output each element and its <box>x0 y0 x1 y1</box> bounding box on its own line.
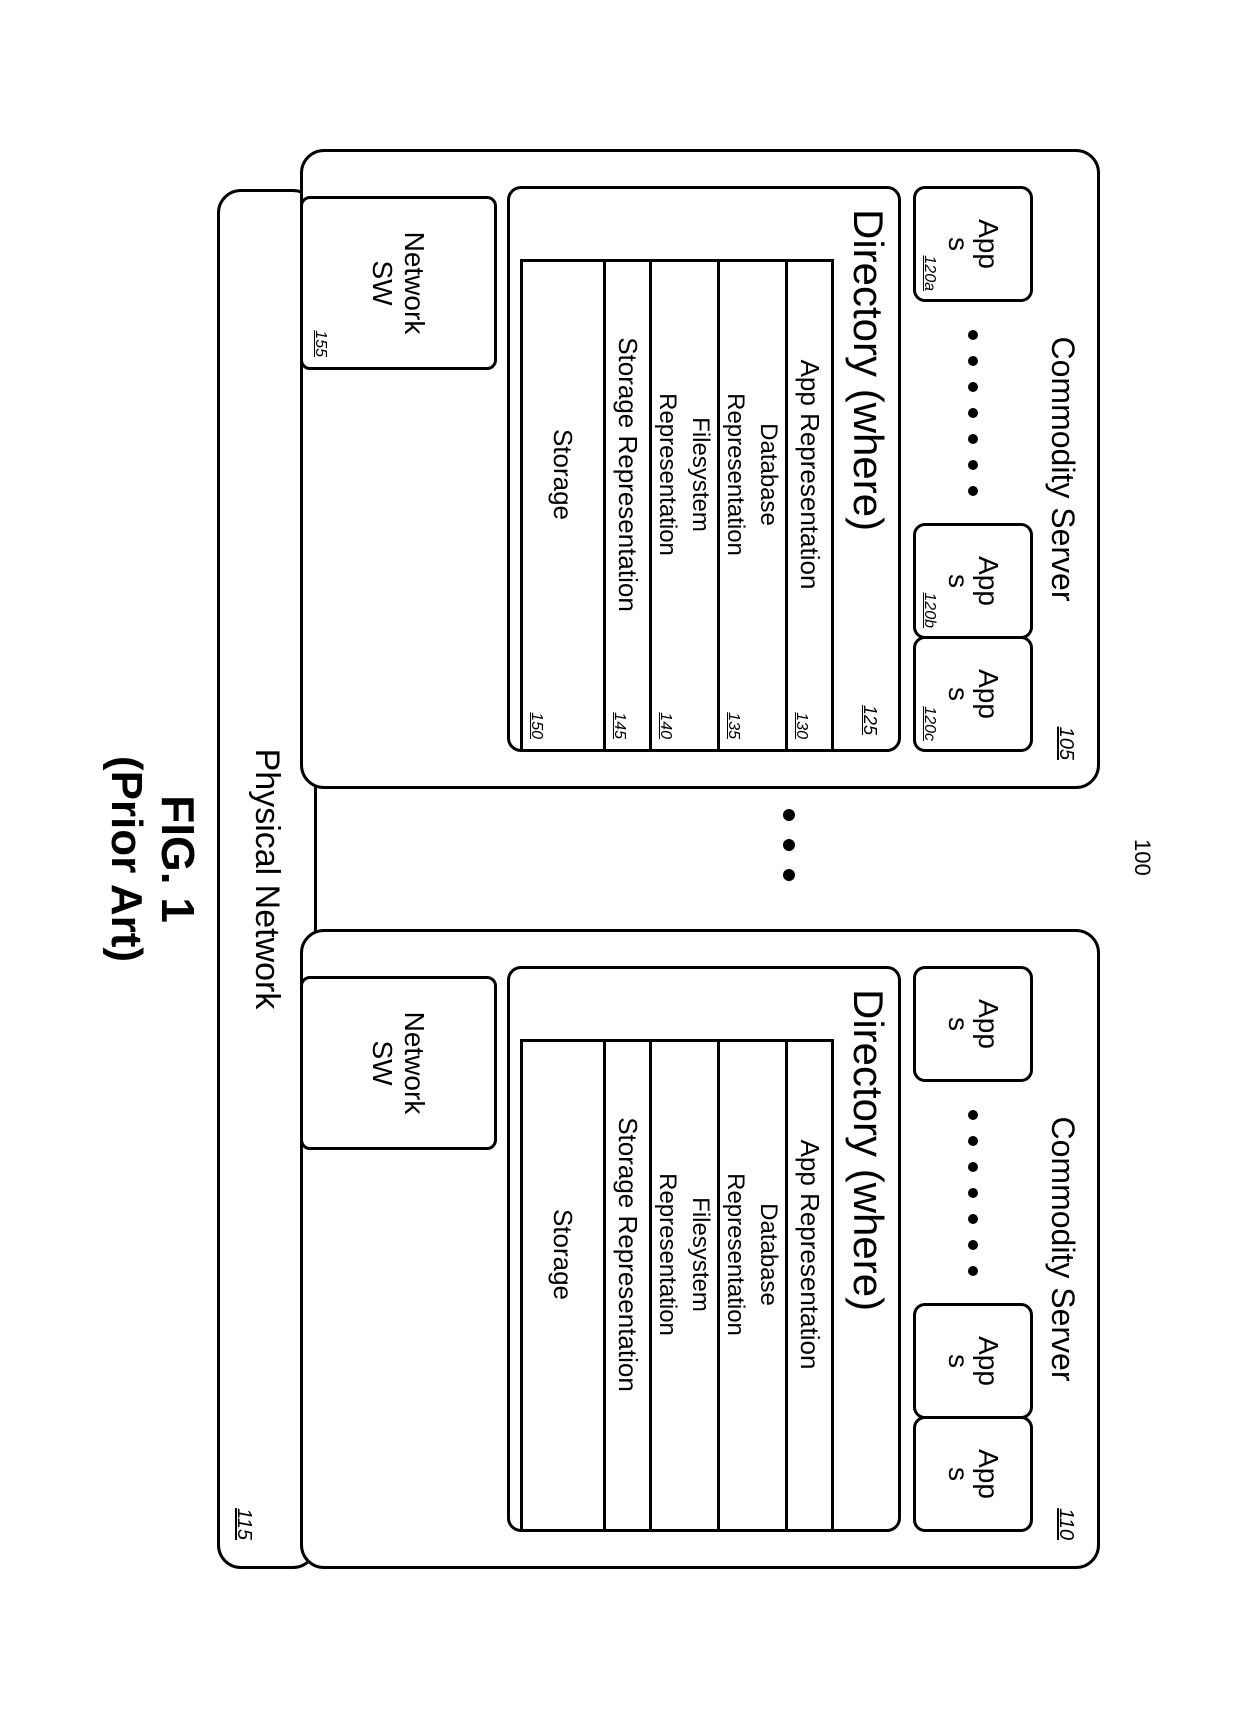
physical-network-label: Physical Network <box>248 748 287 1009</box>
stack-row-fs2: Representation 140 <box>649 262 683 749</box>
app-label: App <box>972 1449 1004 1499</box>
servers-ellipsis <box>783 809 795 881</box>
server-title: Commodity Server <box>1044 932 1081 1566</box>
diagram-root: 100 Commodity Server 105 App s 120a App … <box>95 109 1145 1609</box>
app-box: App s <box>913 966 1033 1082</box>
app-label: App <box>972 219 1004 269</box>
app-label: App <box>972 999 1004 1049</box>
directory-box: Directory (where) App Representation Dat… <box>507 966 901 1532</box>
stack-row-storage: Storage <box>523 1042 603 1529</box>
app-box: App s 120a <box>913 186 1033 302</box>
network-sw-line1: Network <box>399 231 431 334</box>
apps-row: App s App s App s <box>913 966 1033 1532</box>
directory-box: Directory (where) 125 App Representation… <box>507 186 901 752</box>
commodity-server-left: Commodity Server 105 App s 120a App s 12… <box>300 149 1100 789</box>
app-label: App <box>972 669 1004 719</box>
app-label: App <box>972 556 1004 606</box>
app-ref: 120b <box>920 592 938 628</box>
commodity-server-right: Commodity Server 110 App s App s Ap <box>300 929 1100 1569</box>
directory-title: Directory (where) 125 <box>838 189 898 749</box>
directory-title: Directory (where) <box>838 969 898 1529</box>
apps-row: App s 120a App s 120b App s 120c <box>913 186 1033 752</box>
server-ref: 110 <box>1054 1508 1077 1540</box>
app-sub: s <box>942 687 974 701</box>
figure-title-line2: (Prior Art) <box>101 109 151 1609</box>
app-sub: s <box>942 237 974 251</box>
app-sub: s <box>942 574 974 588</box>
stack-row-app-rep: App Representation 130 <box>785 262 831 749</box>
app-sub: s <box>942 1017 974 1031</box>
physical-network-ref: 115 <box>232 1508 255 1540</box>
network-sw-line2: SW <box>367 260 399 305</box>
app-box: App s 120c <box>913 636 1033 752</box>
figure-ref: 100 <box>1129 839 1155 876</box>
app-label: App <box>972 1336 1004 1386</box>
app-ref: 120c <box>920 706 938 741</box>
representation-stack: App Representation Database Representati… <box>520 1039 834 1529</box>
stack-row-fs1: Filesystem <box>683 262 717 749</box>
app-box: App s <box>913 1416 1033 1532</box>
app-ref: 120a <box>920 255 938 291</box>
apps-ellipsis <box>913 308 1033 517</box>
stack-row-storage-rep: Storage Representation 145 <box>603 262 649 749</box>
figure-title-line1: FIG. 1 <box>151 109 205 1609</box>
app-sub: s <box>942 1354 974 1368</box>
stack-row-fs2: Representation <box>649 1042 683 1529</box>
directory-ref: 125 <box>859 704 880 734</box>
stack-row-app-rep: App Representation <box>785 1042 831 1529</box>
stack-row-storage-rep: Storage Representation <box>603 1042 649 1529</box>
network-sw-line1: Network <box>399 1011 431 1114</box>
representation-stack: App Representation 130 Database Represen… <box>520 259 834 749</box>
server-ref: 105 <box>1054 726 1077 759</box>
app-sub: s <box>942 1467 974 1481</box>
stack-row-db2: Representation <box>717 1042 751 1529</box>
apps-ellipsis <box>913 1088 1033 1297</box>
network-sw-ref: 155 <box>311 330 329 357</box>
stack-row-fs1: Filesystem <box>683 1042 717 1529</box>
stack-row-db1: Database <box>751 1042 785 1529</box>
network-sw-box: Network SW 155 <box>300 196 497 370</box>
stack-row-db2: Representation 135 <box>717 262 751 749</box>
network-sw-box: Network SW <box>300 976 497 1150</box>
server-title: Commodity Server <box>1044 152 1081 786</box>
stack-row-storage: Storage 150 <box>523 262 603 749</box>
app-box: App s <box>913 1303 1033 1419</box>
app-box: App s 120b <box>913 523 1033 639</box>
network-sw-line2: SW <box>367 1040 399 1085</box>
figure-title: FIG. 1 (Prior Art) <box>101 109 205 1609</box>
stack-row-db1: Database <box>751 262 785 749</box>
